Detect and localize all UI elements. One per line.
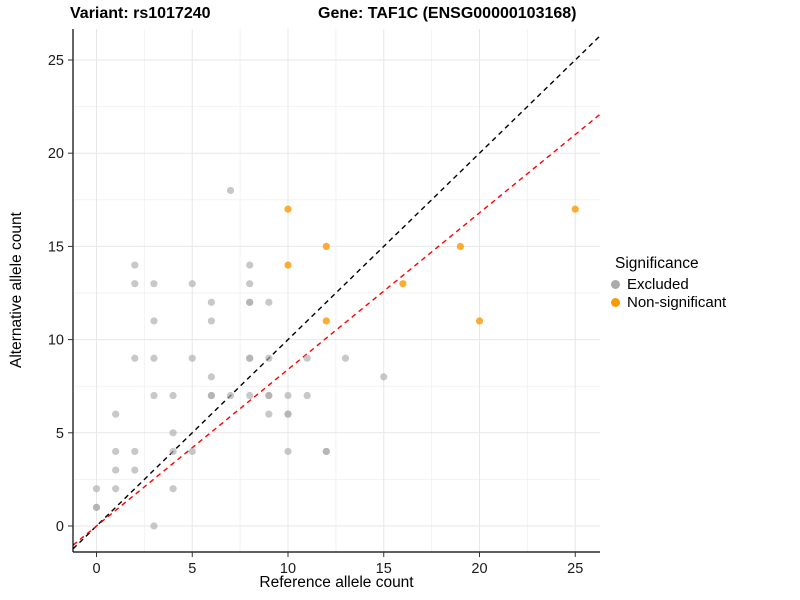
data-point-non-significant (284, 205, 292, 213)
data-point-excluded (246, 391, 254, 400)
legend-item-excluded: Excluded (609, 275, 726, 293)
data-point-excluded (284, 410, 292, 418)
data-point-excluded (226, 186, 235, 195)
data-point-excluded (265, 354, 273, 362)
identity-line (72, 35, 601, 550)
data-point-excluded (150, 391, 158, 400)
data-point-excluded (303, 354, 311, 362)
data-point-excluded (131, 280, 139, 288)
data-point-excluded (150, 280, 158, 288)
data-point-excluded (112, 447, 120, 456)
data-point-excluded (92, 485, 101, 493)
x-tick-label: 0 (92, 561, 100, 577)
data-point-excluded (188, 354, 196, 362)
data-point-excluded (169, 447, 177, 456)
data-point-excluded (92, 503, 101, 511)
legend-item-non-significant: Non-significant (609, 293, 726, 311)
y-tick-label: 25 (48, 53, 64, 69)
data-point-excluded (112, 410, 120, 418)
y-tick-label: 5 (56, 426, 64, 442)
variant-title: Variant: rs1017240 (70, 5, 211, 22)
data-point-excluded (169, 429, 177, 437)
x-tick-label: 15 (376, 561, 392, 577)
legend-label-excluded: Excluded (627, 275, 689, 293)
data-point-excluded (207, 317, 215, 325)
non-significant-key-dot (611, 297, 620, 307)
data-point-excluded (169, 391, 177, 400)
data-point-excluded (322, 447, 330, 456)
data-point-excluded (246, 280, 254, 288)
data-point-non-significant (475, 317, 484, 325)
data-point-non-significant (284, 261, 292, 269)
data-point-excluded (131, 261, 139, 269)
x-axis-label: Reference allele count (259, 574, 414, 591)
data-point-excluded (131, 447, 139, 456)
data-point-non-significant (322, 317, 330, 325)
data-point-excluded (150, 317, 158, 325)
data-point-excluded (246, 261, 254, 269)
y-tick-label: 15 (48, 239, 64, 255)
x-tick-label: 25 (567, 561, 583, 577)
data-point-excluded (169, 485, 177, 493)
expected-ratio-line (72, 113, 601, 546)
data-point-non-significant (571, 205, 579, 213)
x-tick-label: 20 (471, 561, 487, 577)
data-point-excluded (207, 373, 215, 381)
data-point-excluded (112, 466, 120, 474)
data-point-excluded (265, 298, 273, 306)
excluded-key-dot (611, 279, 620, 289)
data-point-non-significant (456, 242, 464, 250)
data-point-excluded (131, 466, 139, 474)
data-point-excluded (246, 298, 254, 306)
data-point-excluded (380, 373, 388, 381)
legend-title: Significance (615, 255, 699, 272)
legend-label-non-significant: Non-significant (627, 293, 727, 311)
data-point-excluded (284, 391, 292, 400)
y-axis-label: Alternative allele count (8, 212, 25, 368)
data-point-excluded (207, 298, 215, 306)
data-point-excluded (265, 410, 273, 418)
data-point-excluded (150, 354, 158, 362)
data-point-excluded (303, 391, 311, 400)
y-tick-label: 0 (56, 519, 64, 535)
data-point-excluded (131, 354, 139, 362)
legend: Significance Excluded Non-significant (609, 255, 726, 311)
data-point-excluded (341, 354, 350, 362)
data-point-excluded (265, 391, 273, 400)
data-point-excluded (284, 447, 292, 456)
x-tick-label: 10 (280, 561, 296, 577)
data-point-non-significant (322, 242, 330, 250)
y-tick-label: 20 (48, 146, 64, 162)
data-point-excluded (150, 522, 158, 530)
data-point-excluded (188, 447, 196, 456)
data-point-non-significant (399, 280, 407, 288)
data-point-excluded (112, 485, 120, 493)
data-point-excluded (226, 391, 235, 400)
y-tick-label: 10 (48, 333, 64, 349)
data-point-excluded (246, 354, 254, 362)
gene-title: Gene: TAF1C (ENSG00000103168) (318, 5, 577, 22)
data-point-excluded (207, 391, 215, 400)
x-tick-label: 5 (188, 561, 196, 577)
data-point-excluded (188, 280, 196, 288)
